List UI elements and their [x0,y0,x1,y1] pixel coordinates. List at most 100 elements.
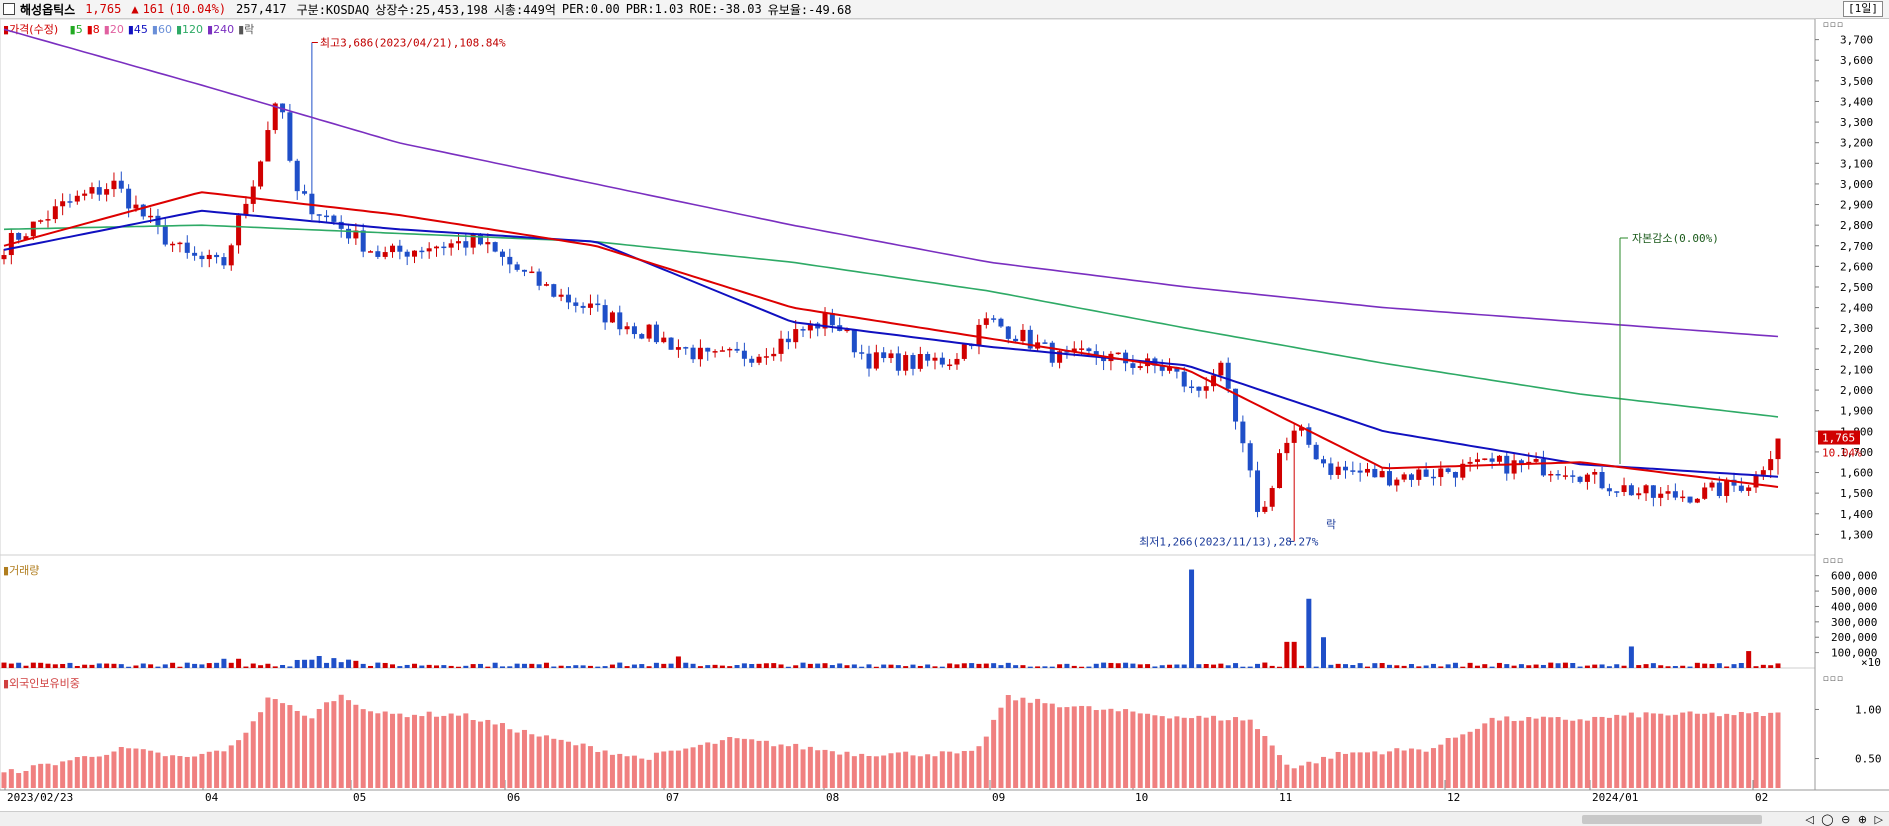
foreign-ownership-bar[interactable] [903,751,909,788]
candle[interactable] [910,355,916,369]
foreign-ownership-bar[interactable] [507,729,513,788]
foreign-ownership-bar[interactable] [1408,748,1414,788]
foreign-ownership-bar[interactable] [917,756,923,788]
volume-bar[interactable] [1504,664,1510,668]
foreign-ownership-bar[interactable] [16,773,22,788]
foreign-ownership-bar[interactable] [983,736,989,788]
foreign-ownership-bar[interactable] [316,709,322,788]
foreign-ownership-bar[interactable] [1013,700,1019,788]
volume-bar[interactable] [697,666,703,668]
volume-bar[interactable] [375,662,381,668]
foreign-panel-title[interactable]: ▮외국인보유비중 [3,677,80,690]
foreign-ownership-bar[interactable] [1313,763,1319,788]
candle[interactable] [1101,356,1107,362]
volume-bar[interactable] [1262,662,1268,668]
foreign-ownership-bar[interactable] [961,751,967,788]
volume-bar[interactable] [712,664,718,668]
period-selector[interactable]: [1일] [1843,1,1883,17]
volume-bar[interactable] [1020,665,1026,668]
foreign-ownership-bar[interactable] [382,711,388,788]
foreign-ownership-bar[interactable] [346,700,352,788]
candle[interactable] [1518,460,1524,464]
legend-item-120[interactable]: ▮120 [175,23,204,36]
volume-bar[interactable] [1555,663,1561,668]
volume-bar[interactable] [1108,662,1114,668]
candle[interactable] [1746,487,1752,491]
ma-line-8[interactable] [3,191,1779,488]
candle[interactable] [82,193,88,196]
foreign-ownership-bar[interactable] [199,753,205,788]
candle[interactable] [1614,491,1620,493]
candle[interactable] [67,201,73,203]
candle[interactable] [778,338,784,354]
volume-bar[interactable] [492,662,498,668]
volume-bar[interactable] [38,662,44,668]
volume-bar[interactable] [521,663,527,668]
candle[interactable] [1768,459,1774,471]
foreign-ownership-bar[interactable] [1709,712,1715,788]
candle[interactable] [1482,458,1488,460]
volume-bar[interactable] [463,665,469,668]
volume-bar[interactable] [1489,666,1495,668]
foreign-ownership-bar[interactable] [1724,713,1730,788]
volume-bar[interactable] [346,659,352,668]
foreign-ownership-bar[interactable] [1716,716,1722,788]
volume-bar[interactable] [947,663,953,668]
candle[interactable] [705,347,711,352]
candle[interactable] [1079,348,1085,350]
volume-bar[interactable] [595,666,601,668]
candle[interactable] [661,337,667,343]
foreign-ownership-bar[interactable] [148,750,154,788]
foreign-ownership-bar[interactable] [565,741,571,788]
candle[interactable] [1357,470,1363,473]
foreign-ownership-bar[interactable] [434,716,440,788]
volume-bar[interactable] [1672,666,1678,668]
foreign-ownership-bar[interactable] [1680,712,1686,788]
volume-bar[interactable] [309,659,315,668]
candle[interactable] [1137,366,1143,368]
foreign-ownership-bar[interactable] [155,752,161,788]
foreign-ownership-bar[interactable] [749,739,755,788]
volume-bar[interactable] [609,664,615,668]
foreign-ownership-bar[interactable] [1049,703,1055,788]
foreign-ownership-bar[interactable] [1533,718,1539,788]
foreign-ownership-bar[interactable] [690,747,696,788]
volume-bar[interactable] [1335,663,1341,668]
volume-bar[interactable] [390,664,396,668]
foreign-ownership-bar[interactable] [140,749,146,788]
foreign-ownership-bar[interactable] [947,751,953,788]
foreign-ownership-bar[interactable] [558,739,564,788]
foreign-ownership-bar[interactable] [1255,729,1261,788]
volume-bar[interactable] [1306,598,1312,668]
volume-bar[interactable] [807,663,813,668]
volume-bar[interactable] [8,663,14,668]
candle[interactable] [1159,365,1165,371]
foreign-ownership-bar[interactable] [785,746,791,788]
foreign-ownership-bar[interactable] [822,749,828,788]
foreign-ownership-bar[interactable] [1203,717,1209,788]
foreign-ownership-bar[interactable] [250,721,256,788]
candle[interactable] [1599,472,1605,489]
foreign-ownership-bar[interactable] [1005,695,1011,788]
candle[interactable] [96,187,102,195]
candle[interactable] [712,351,718,353]
volume-bar[interactable] [412,663,418,668]
volume-bar[interactable] [932,666,938,668]
foreign-ownership-bar[interactable] [727,737,733,788]
foreign-ownership-bar[interactable] [793,743,799,788]
candle[interactable] [177,242,183,245]
candle[interactable] [1086,348,1092,352]
volume-bar[interactable] [177,666,183,668]
foreign-ownership-bar[interactable] [1577,719,1583,788]
volume-bar[interactable] [1064,663,1070,668]
volume-bar[interactable] [1401,665,1407,668]
foreign-ownership-bar[interactable] [1123,709,1129,788]
candle[interactable] [16,232,22,240]
foreign-ownership-bar[interactable] [595,751,601,788]
foreign-ownership-bar[interactable] [939,751,945,788]
volume-bar[interactable] [1130,663,1136,668]
foreign-ownership-bar[interactable] [1152,715,1158,788]
foreign-ownership-bar[interactable] [639,758,645,788]
volume-bar[interactable] [1277,666,1283,668]
foreign-ownership-bar[interactable] [8,769,14,788]
